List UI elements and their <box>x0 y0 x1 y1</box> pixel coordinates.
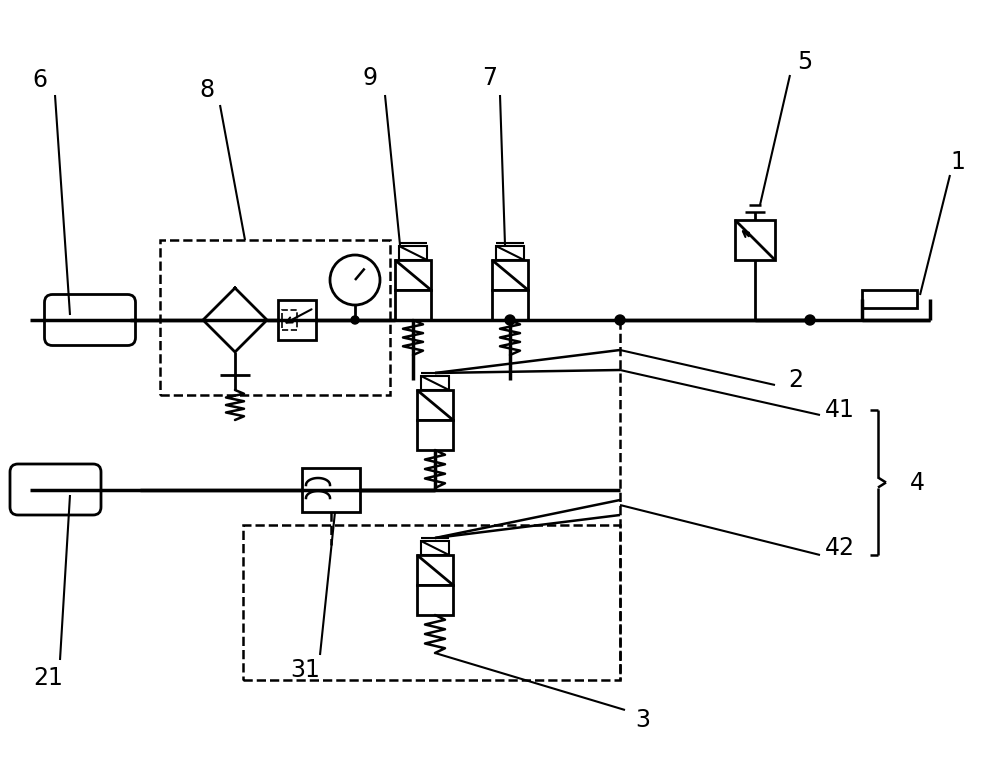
Circle shape <box>330 255 380 305</box>
Text: 1: 1 <box>951 150 965 174</box>
Bar <box>282 310 297 330</box>
FancyBboxPatch shape <box>10 464 101 515</box>
Bar <box>417 585 453 615</box>
Bar <box>492 260 528 290</box>
Bar <box>417 555 453 585</box>
Bar <box>735 220 775 260</box>
Bar <box>160 240 390 395</box>
Bar <box>417 420 453 450</box>
Text: 21: 21 <box>33 666 63 690</box>
Circle shape <box>615 315 625 325</box>
Bar <box>417 390 453 420</box>
Bar <box>862 290 917 308</box>
Bar <box>399 246 427 260</box>
Circle shape <box>351 316 359 324</box>
Text: 2: 2 <box>788 368 803 392</box>
Bar <box>302 468 360 512</box>
Bar <box>421 541 449 555</box>
Text: 41: 41 <box>825 398 855 422</box>
Circle shape <box>805 315 815 325</box>
Text: 5: 5 <box>797 50 813 74</box>
Bar <box>492 290 528 320</box>
Text: 7: 7 <box>482 66 498 90</box>
Text: 3: 3 <box>635 708 650 732</box>
Text: 9: 9 <box>362 66 378 90</box>
Bar <box>243 525 620 680</box>
Bar <box>278 300 316 340</box>
Text: 4: 4 <box>910 470 925 494</box>
Text: 8: 8 <box>199 78 215 102</box>
Bar <box>421 376 449 390</box>
Bar <box>496 246 524 260</box>
Text: 31: 31 <box>290 658 320 682</box>
Text: 42: 42 <box>825 536 855 560</box>
FancyBboxPatch shape <box>44 294 136 346</box>
Bar <box>395 290 431 320</box>
Text: 6: 6 <box>32 68 48 92</box>
Circle shape <box>505 315 515 325</box>
Bar <box>395 260 431 290</box>
